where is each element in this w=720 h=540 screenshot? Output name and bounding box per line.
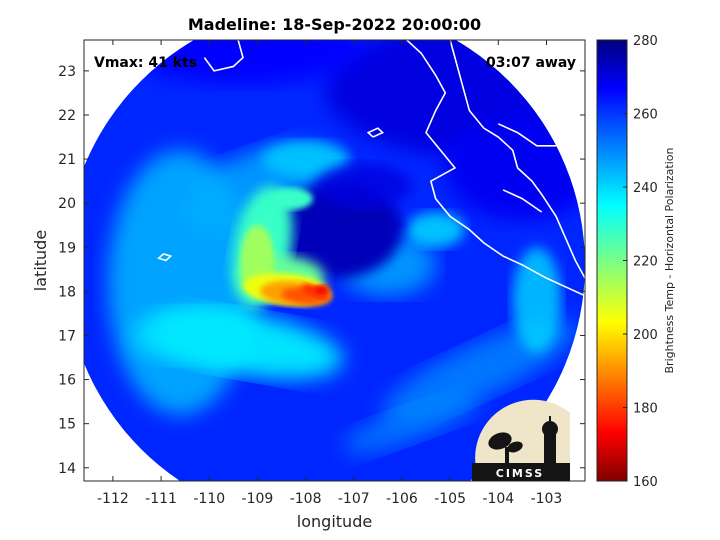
colorbar-tick-label: 160 [633, 475, 658, 490]
y-tick-label: 15 [58, 417, 76, 433]
chart-title: Madeline: 18-Sep-2022 20:00:00 [188, 15, 481, 34]
x-tick-label: -111 [145, 491, 177, 507]
coastline [157, 40, 585, 297]
colorbar-tick-label: 240 [633, 181, 658, 196]
colorbar-tick-label: 280 [633, 34, 658, 49]
x-tick-label: -107 [338, 491, 370, 507]
colorbar [596, 39, 628, 482]
y-tick-label: 21 [58, 152, 76, 168]
x-tick-label: -106 [386, 491, 418, 507]
colorbar-tick-label: 200 [633, 328, 658, 343]
logo-text: CIMSS [496, 467, 544, 480]
cimss-logo: CIMSS [472, 399, 570, 481]
x-tick-label: -109 [242, 491, 274, 507]
y-tick-label: 17 [58, 328, 76, 344]
x-axis: -112 -111 -110 -109 -108 -107 -106 -105 -104 -103 [97, 40, 562, 507]
y-tick-label: 23 [58, 64, 76, 80]
brightness-temperature-swath [84, 40, 585, 481]
y-tick-label: 18 [58, 284, 76, 300]
x-tick-label: -103 [531, 491, 563, 507]
x-tick-label: -104 [482, 491, 514, 507]
colorbar-tick-label: 220 [633, 255, 658, 270]
y-tick-label: 20 [58, 196, 76, 212]
y-axis: 14 15 16 17 18 19 20 21 22 23 [58, 64, 585, 477]
colorbar-tick-label: 260 [633, 108, 658, 123]
x-tick-label: -108 [290, 491, 322, 507]
y-tick-label: 16 [58, 373, 76, 389]
vmax-annotation: Vmax: 41 kts [94, 55, 197, 71]
colorbar-ticks: 160 180 200 220 240 260 280 [623, 34, 658, 490]
colorbar-label: Brightness Temp - Horizontal Polarizatio… [663, 147, 676, 373]
plot-frame [83, 39, 586, 482]
x-tick-label: -105 [434, 491, 466, 507]
time-away-annotation: 03:07 away [486, 55, 576, 71]
y-tick-label: 14 [58, 461, 76, 477]
y-axis-label: latitude [31, 230, 50, 291]
x-tick-label: -112 [97, 491, 129, 507]
colorbar-tick-label: 180 [633, 402, 658, 417]
y-tick-label: 19 [58, 240, 76, 256]
x-tick-label: -110 [193, 491, 225, 507]
x-axis-label: longitude [297, 512, 372, 531]
y-tick-label: 22 [58, 108, 76, 124]
